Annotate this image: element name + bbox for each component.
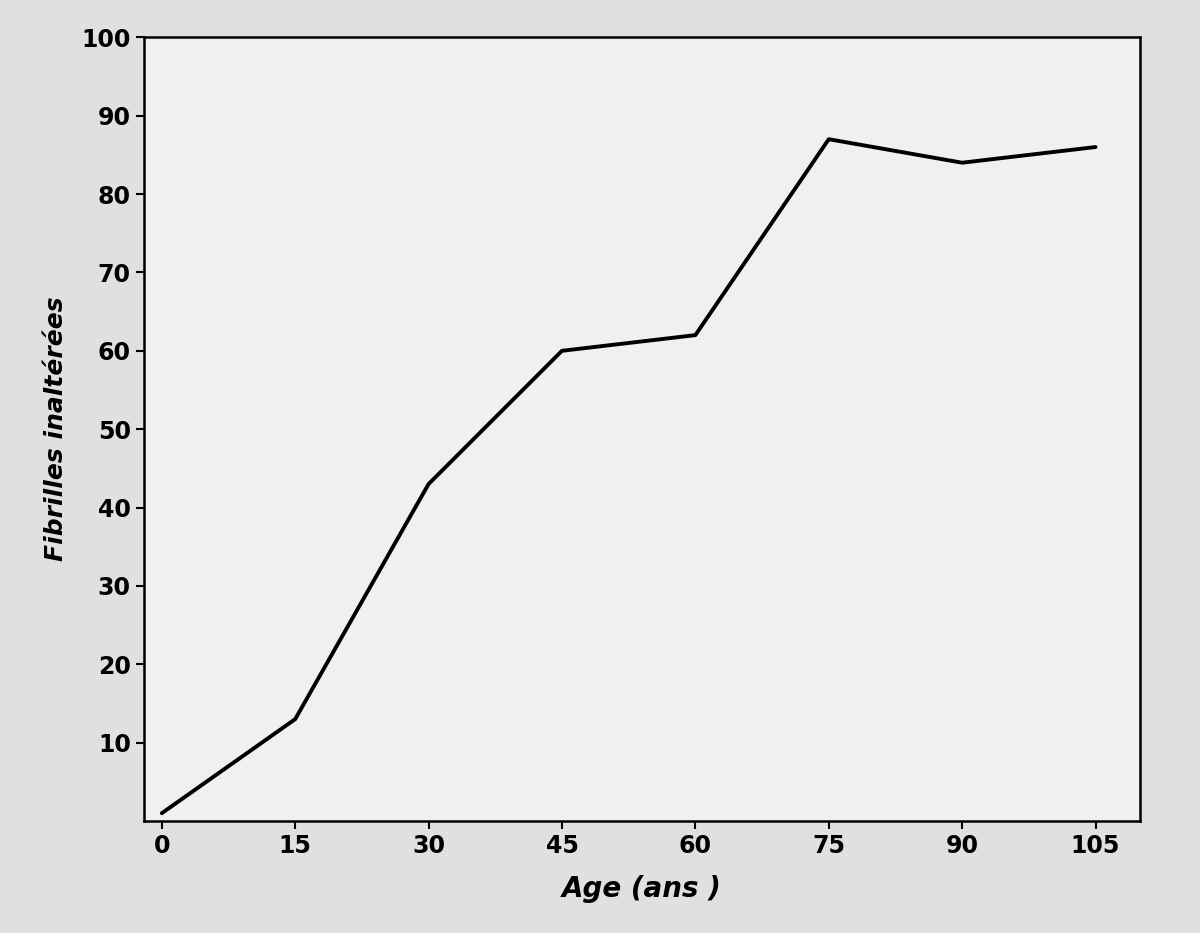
Y-axis label: Fibrilles inaltérées: Fibrilles inaltérées bbox=[43, 297, 67, 562]
X-axis label: Age (ans ): Age (ans ) bbox=[562, 875, 722, 903]
